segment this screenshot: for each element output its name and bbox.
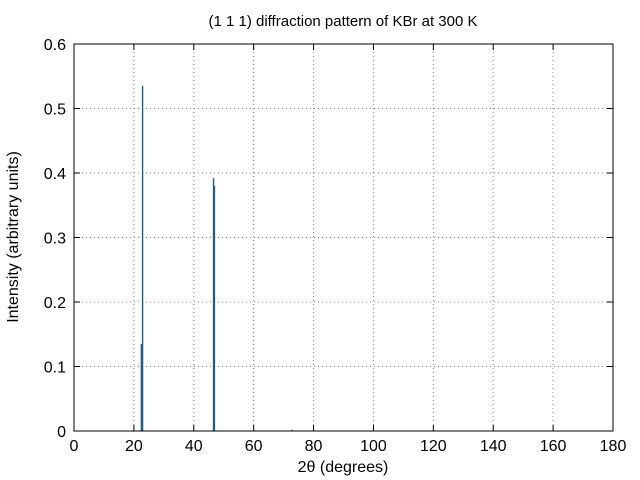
axis-ticks: 0 20 40 60 80 100 120 140 160 180 0 0.1 0.2 0.3 0.4 0.5…: [44, 37, 627, 455]
y-axis-label: Intensity (arbitrary units): [5, 151, 22, 323]
x-tick-label: 0: [70, 438, 79, 455]
x-tick-label: 140: [480, 438, 507, 455]
x-tick-label: 180: [600, 438, 627, 455]
x-tick-label: 100: [360, 438, 387, 455]
y-tick-label: 0.5: [44, 102, 66, 119]
y-tick-label: 0.2: [44, 295, 66, 312]
x-tick-label: 80: [305, 438, 323, 455]
grid-lines: [74, 44, 613, 431]
y-tick-label: 0.4: [44, 166, 66, 183]
x-tick-label: 60: [245, 438, 263, 455]
x-tick-label: 20: [125, 438, 143, 455]
x-tick-label: 160: [540, 438, 567, 455]
y-tick-label: 0: [57, 424, 66, 441]
x-tick-label: 40: [185, 438, 203, 455]
y-tick-label: 0.3: [44, 231, 66, 248]
y-tick-label: 0.1: [44, 360, 66, 377]
x-tick-label: 120: [420, 438, 447, 455]
data-bars: [140, 85, 293, 431]
chart-title: (1 1 1) diffraction pattern of KBr at 30…: [208, 13, 477, 30]
x-axis-label: 2θ (degrees): [298, 459, 389, 476]
y-tick-label: 0.6: [44, 37, 66, 54]
